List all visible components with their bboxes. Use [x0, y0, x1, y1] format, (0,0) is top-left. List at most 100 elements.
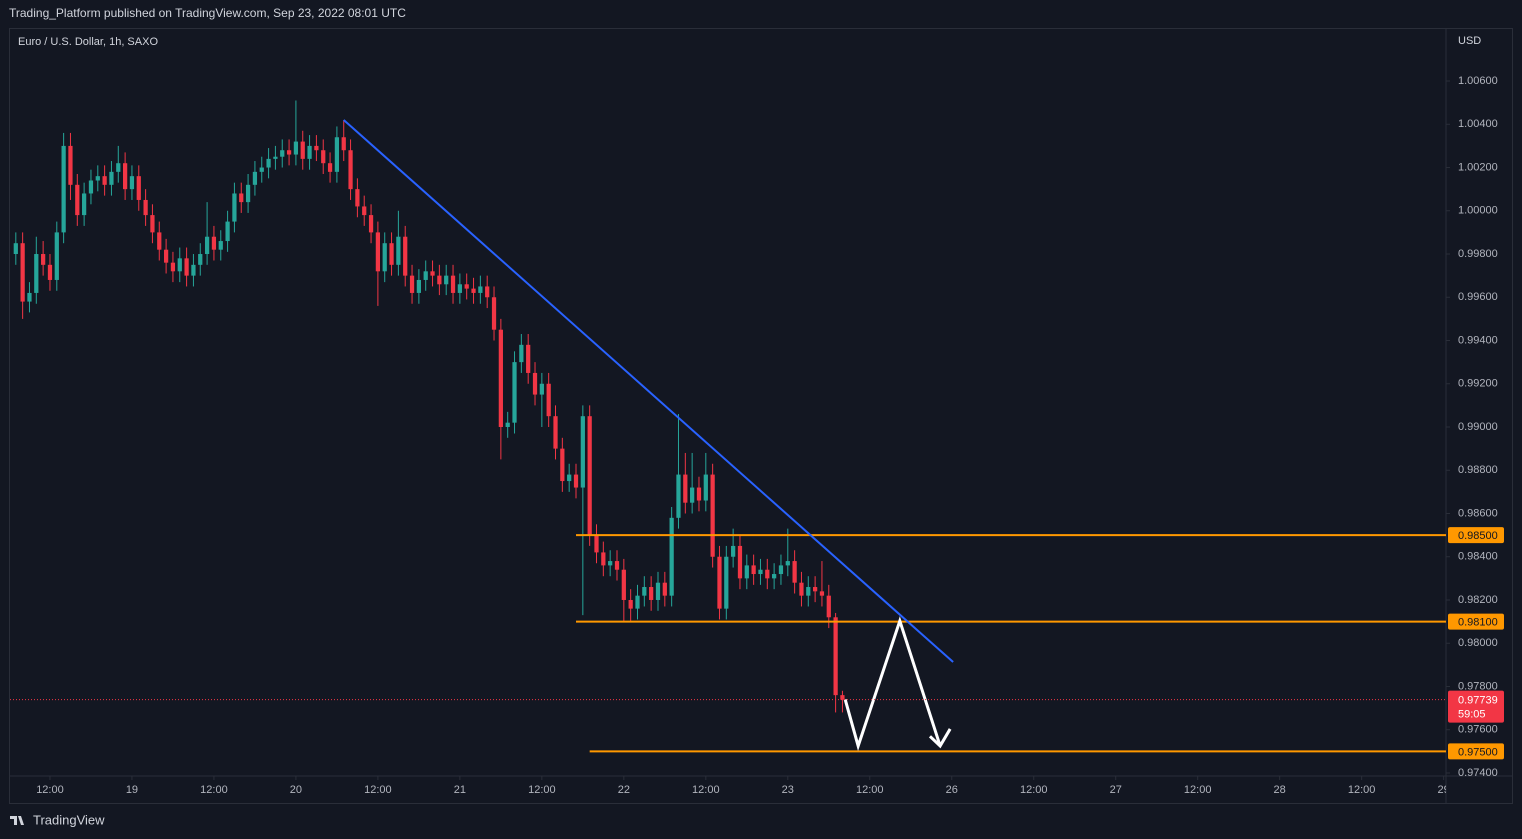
level-label: 0.98100 [1458, 617, 1498, 629]
x-tick-label: 22 [618, 784, 630, 796]
candle-body [368, 215, 374, 233]
candle-body [744, 565, 749, 579]
candle-body [170, 262, 176, 272]
candle-body [621, 569, 626, 600]
candle-body [102, 176, 107, 185]
candle-body [177, 258, 182, 272]
candle-body [785, 561, 790, 566]
y-tick-label: 0.98600 [1458, 507, 1498, 519]
x-tick-label: 26 [946, 784, 958, 796]
y-tick-label: 0.97800 [1458, 680, 1498, 692]
candle-body [478, 286, 483, 293]
candle-body [273, 156, 278, 159]
candle-body [437, 275, 442, 285]
candle-body [239, 193, 244, 203]
x-tick-label: 12:00 [364, 784, 392, 796]
candle-body [758, 569, 763, 575]
candle-body [683, 474, 688, 503]
candle-body [573, 474, 579, 488]
candle-body [116, 163, 121, 172]
x-tick-label: 28 [1274, 784, 1286, 796]
candle-body [211, 236, 217, 250]
candle-body [444, 275, 449, 285]
candle-body [198, 254, 203, 265]
x-tick-label: 12:00 [200, 784, 228, 796]
candle-body [724, 556, 729, 609]
candle-body [348, 150, 353, 190]
y-tick-label: 0.98400 [1458, 551, 1498, 563]
candle-body [505, 422, 510, 428]
candle-body [95, 176, 100, 181]
y-tick-label: 0.99400 [1458, 334, 1498, 346]
candle-body [321, 150, 326, 164]
y-tick-label: 0.99200 [1458, 378, 1498, 390]
candle-body [765, 569, 770, 579]
candle-body [669, 517, 674, 596]
candle-body [252, 171, 258, 185]
candle-body [423, 271, 428, 280]
y-tick-label: 1.00600 [1458, 75, 1498, 87]
y-tick-label: 0.98800 [1458, 464, 1498, 476]
y-tick-label: 0.97400 [1458, 767, 1498, 779]
candle-body [806, 587, 811, 596]
candle-body [232, 193, 237, 222]
candle-body [833, 617, 838, 696]
candle-body [512, 362, 517, 423]
candle-body [286, 150, 292, 155]
plot-area [10, 100, 1446, 753]
x-tick-label: 29 [1438, 784, 1450, 796]
candle-body [778, 565, 784, 575]
candle-body [409, 275, 415, 293]
x-tick-label: 12:00 [1020, 784, 1048, 796]
candle-body [772, 574, 777, 579]
candle-body [471, 288, 476, 293]
candle-body [792, 561, 797, 583]
brand-name: TradingView [33, 812, 105, 827]
candle-body [430, 271, 435, 276]
y-tick-label: 1.00200 [1458, 161, 1498, 173]
candle-body [560, 448, 565, 482]
candle-body [375, 232, 381, 272]
projection-path [843, 616, 942, 752]
y-tick-label: 0.99600 [1458, 291, 1498, 303]
x-tick-label: 12:00 [1348, 784, 1376, 796]
level-tag [1448, 613, 1504, 630]
candle-body [129, 176, 135, 190]
candle-body [143, 199, 148, 216]
candle-body [109, 171, 114, 185]
y-tick-label: 0.97600 [1458, 724, 1498, 736]
x-tick-label: 12:00 [528, 784, 556, 796]
candle-body [457, 284, 462, 293]
candle-body [519, 344, 524, 363]
candle-body [362, 206, 367, 216]
chart-frame [9, 28, 1513, 804]
candle-body [293, 141, 299, 155]
candle-body [819, 591, 825, 596]
candle-body [676, 474, 681, 518]
candle-body [300, 141, 305, 159]
candle-body [245, 184, 251, 203]
candle-body [41, 254, 46, 265]
logo-mark [10, 816, 24, 825]
y-tick-label: 0.99800 [1458, 248, 1498, 260]
candle-body [491, 297, 497, 330]
x-tick-label: 12:00 [36, 784, 64, 796]
trendline [343, 119, 954, 663]
candle-body [68, 145, 73, 185]
candle-body [635, 595, 640, 609]
candle-body [204, 236, 210, 255]
y-tick-label: 0.98200 [1458, 594, 1498, 606]
candle-body [184, 258, 189, 276]
candle-body [662, 582, 667, 596]
y-tick-label: 1.00000 [1458, 205, 1498, 217]
x-tick-label: 27 [1110, 784, 1122, 796]
candle-body [710, 474, 715, 557]
candle-body [88, 180, 94, 194]
candle-body [649, 587, 654, 600]
countdown-label: 59:05 [1458, 709, 1486, 721]
candle-body [696, 487, 702, 501]
y-tick-label: 0.98000 [1458, 637, 1498, 649]
candle-body [485, 286, 490, 298]
